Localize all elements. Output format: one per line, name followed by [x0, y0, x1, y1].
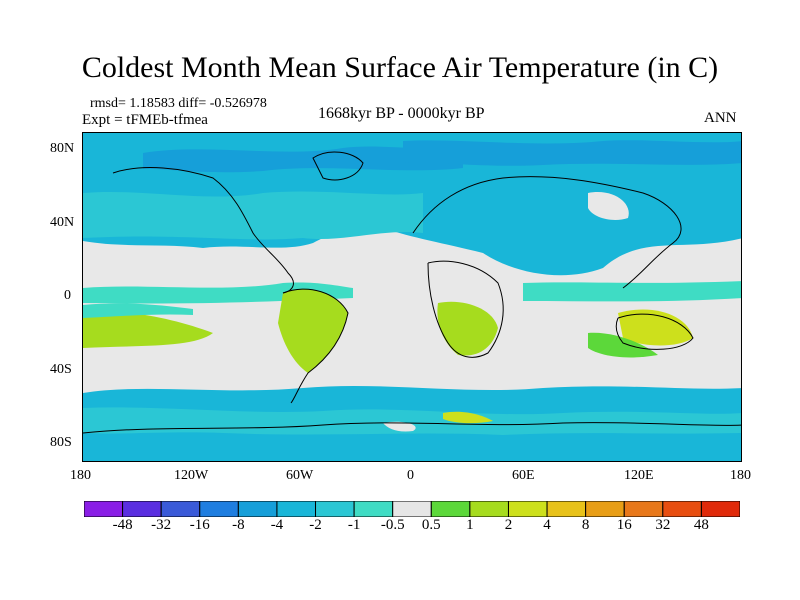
colorbar-label: 0.5	[421, 517, 441, 533]
warm-south-pacific	[83, 311, 213, 348]
warm-africa	[437, 301, 498, 356]
coastline-australia	[615, 313, 694, 350]
colorbar-label: -0.5	[380, 517, 405, 533]
colorbar-label: 4	[543, 517, 551, 533]
rmsd-diff-stats: rmsd= 1.18583 diff= -0.526978	[90, 96, 267, 111]
y-label-equator: 0	[64, 288, 71, 303]
colorbar-swatch	[662, 500, 702, 518]
coastlines	[83, 151, 741, 434]
colorbar	[83, 500, 741, 518]
colorbar-label: 8	[581, 517, 590, 533]
colorbar-swatch	[353, 500, 394, 518]
coastline-antarctica	[83, 422, 741, 434]
x-label-120w: 120W	[174, 468, 209, 483]
neutral-patch-asia	[588, 192, 629, 220]
season-label: ANN	[704, 110, 737, 126]
coastline-africa	[427, 260, 504, 358]
x-label-60e: 60E	[512, 468, 535, 483]
colorbar-label: -16	[189, 517, 210, 533]
colorbar-label: 32	[655, 517, 671, 533]
map-panel	[82, 132, 742, 462]
y-label-80n: 80N	[50, 141, 75, 156]
y-label-40s: 40S	[50, 362, 72, 377]
colorbar-svg	[83, 500, 741, 518]
x-label-180e: 180	[730, 468, 751, 483]
map-title: Coldest Month Mean Surface Air Temperatu…	[81, 51, 719, 84]
colorbar-label: 1	[466, 517, 474, 533]
colorbar-swatch	[546, 500, 587, 518]
x-label-0: 0	[407, 468, 414, 483]
coastline-greenland	[312, 151, 364, 181]
colorbar-swatch	[430, 500, 471, 518]
colorbar-swatch	[199, 500, 239, 518]
x-label-180w: 180	[70, 468, 91, 483]
y-label-80s: 80S	[50, 435, 72, 450]
x-label-120e: 120E	[624, 468, 654, 483]
colorbar-swatch	[469, 500, 509, 518]
period-label: 1668kyr BP - 0000kyr BP	[318, 105, 485, 122]
colorbar-label: -2	[309, 517, 322, 533]
colorbar-label: -32	[151, 517, 172, 533]
cool-band-north-light	[83, 191, 423, 240]
neutral-patch-antarctic	[383, 421, 416, 432]
cool-belt-tropical-east	[523, 281, 741, 302]
warm-australia	[618, 309, 693, 346]
coastline-north-america	[112, 167, 294, 294]
colorbar-label: -48	[112, 517, 133, 533]
colorbar-label: 2	[504, 517, 513, 533]
colorbar-swatch	[122, 500, 162, 518]
colorbar-swatch	[585, 500, 625, 518]
colorbar-label: 16	[616, 517, 632, 533]
colorbar-swatch	[83, 500, 124, 518]
colorbar-label: -8	[232, 517, 245, 533]
y-label-40n: 40N	[50, 215, 75, 230]
x-label-60w: 60W	[286, 468, 314, 483]
colorbar-swatch	[392, 500, 432, 518]
colorbar-swatch	[276, 500, 317, 518]
colorbar-swatch	[623, 500, 664, 518]
colorbar-swatch	[160, 500, 201, 518]
colorbar-label: -1	[347, 517, 361, 533]
warm-south-america	[278, 289, 348, 373]
colorbar-swatch	[237, 500, 278, 518]
colorbar-swatch	[700, 500, 741, 518]
cool-band-arctic	[143, 145, 463, 173]
coastline-south-america	[282, 288, 349, 404]
colorbar-swatch	[315, 500, 355, 518]
coastline-eurasia	[412, 176, 682, 289]
temperature-field-map	[83, 133, 741, 461]
warm-australia-south	[588, 332, 658, 358]
cool-south-pacific-strip	[83, 303, 193, 318]
warm-patch-antarctic	[443, 411, 493, 424]
colorbar-label: 48	[693, 517, 709, 533]
colorbar-label: -4	[270, 517, 284, 533]
colorbar-swatch	[507, 500, 548, 518]
cool-band-arctic-east	[403, 140, 741, 166]
experiment-label: Expt = tFMEb-tfmea	[82, 112, 208, 128]
